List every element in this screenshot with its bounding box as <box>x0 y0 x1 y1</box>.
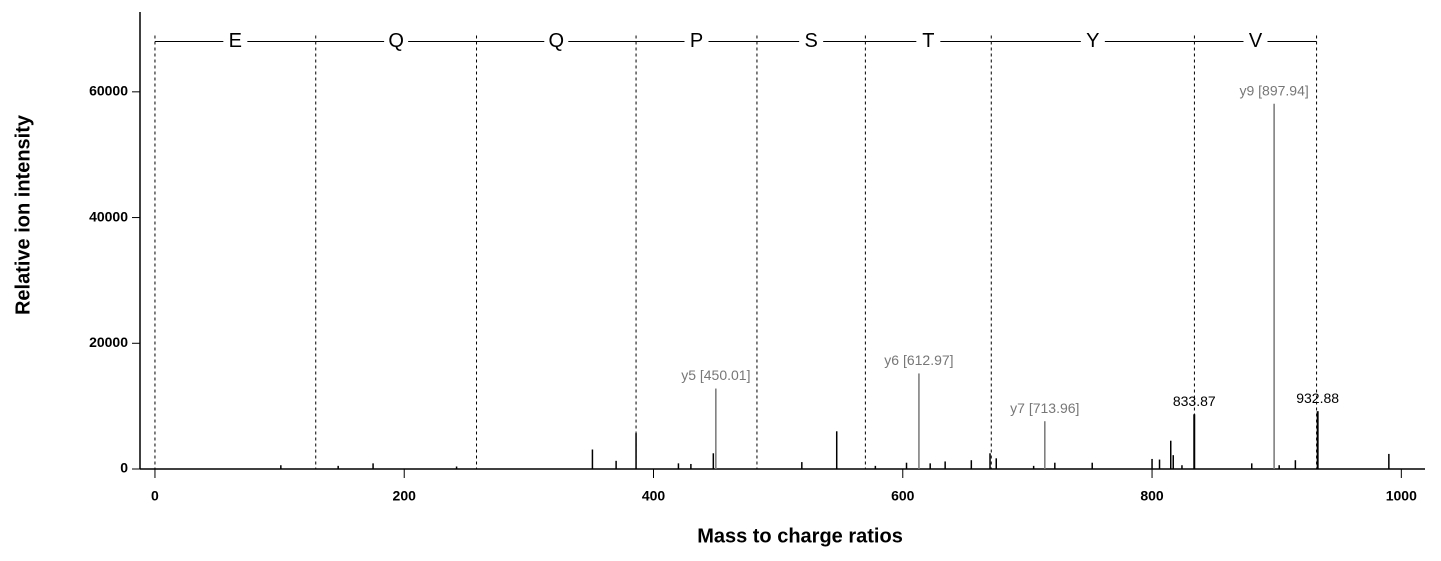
peak-label: 932.88 <box>1296 390 1339 406</box>
y-axis-label: Relative ion intensity <box>12 114 34 315</box>
residue-bg <box>1243 30 1268 51</box>
residue: T <box>922 30 934 52</box>
y-tick-label: 40000 <box>89 208 128 224</box>
residue-bg <box>799 30 824 51</box>
residue-bg <box>384 30 409 51</box>
residue-bg <box>916 30 941 51</box>
y-tick-label: 0 <box>120 460 128 476</box>
residue: Q <box>549 30 565 52</box>
x-tick-label: 1000 <box>1386 488 1417 504</box>
x-tick-label: 800 <box>1140 488 1164 504</box>
residue: Q <box>388 30 404 52</box>
residue-bg <box>223 30 248 51</box>
x-tick-label: 0 <box>151 488 159 504</box>
residue-bg <box>684 30 709 51</box>
peak-label: y9 [897.94] <box>1239 82 1308 98</box>
residue: P <box>690 30 703 52</box>
peak-label: y7 [713.96] <box>1010 400 1079 416</box>
peak-label: y6 [612.97] <box>884 352 953 368</box>
residue-bg <box>1080 30 1105 51</box>
y-tick-label: 20000 <box>89 334 128 350</box>
residue: S <box>804 30 817 52</box>
x-tick-label: 600 <box>891 488 915 504</box>
residue: V <box>1249 30 1263 52</box>
x-tick-label: 400 <box>642 488 666 504</box>
peak-label: 833.87 <box>1173 393 1216 409</box>
peak-label: y5 [450.01] <box>681 367 750 383</box>
residue: E <box>229 30 242 52</box>
residue: Y <box>1086 30 1099 52</box>
residue-bg <box>544 30 569 51</box>
y-tick-label: 60000 <box>89 83 128 99</box>
x-axis-label: Mass to charge ratios <box>697 525 903 547</box>
x-tick-label: 200 <box>393 488 417 504</box>
